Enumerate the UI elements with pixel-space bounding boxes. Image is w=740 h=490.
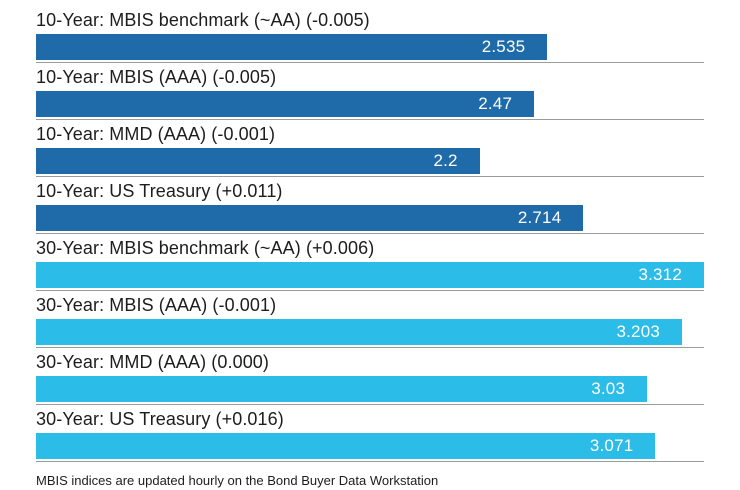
bar-label: 10-Year: MBIS benchmark (~AA) (-0.005) [36,10,370,30]
chart-row: 10-Year: MMD (AAA) (-0.001) 2.2 [36,122,704,177]
chart-row: 10-Year: MBIS benchmark (~AA) (-0.005) 2.… [36,8,704,63]
chart-row: 30-Year: MBIS benchmark (~AA) (+0.006) 3.… [36,236,704,291]
bar: 2.47 [36,91,535,117]
bar: 2.2 [36,148,480,174]
bar-track: 2.714 [36,205,704,234]
chart-rows: 10-Year: MBIS benchmark (~AA) (-0.005) 2.… [36,8,704,462]
bar-track: 2.2 [36,148,704,177]
bar-track: 2.535 [36,34,704,63]
chart-row: 10-Year: US Treasury (+0.011) 2.714 [36,179,704,234]
bar-label: 10-Year: MMD (AAA) (-0.001) [36,124,276,144]
bar-label: 30-Year: MMD (AAA) (0.000) [36,352,270,372]
chart-row: 30-Year: US Treasury (+0.016) 3.071 [36,407,704,462]
bar: 3.071 [36,433,656,459]
bond-yield-bar-chart: 10-Year: MBIS benchmark (~AA) (-0.005) 2.… [36,8,704,462]
bar-label: 10-Year: MBIS (AAA) (-0.005) [36,67,277,87]
bar: 2.535 [36,34,548,60]
bar-track: 3.03 [36,376,704,405]
bar-track: 2.47 [36,91,704,120]
chart-row: 30-Year: MMD (AAA) (0.000) 3.03 [36,350,704,405]
bar-track: 3.071 [36,433,704,462]
bar: 3.03 [36,376,648,402]
bar-value: 2.535 [481,37,526,56]
chart-row: 30-Year: MBIS (AAA) (-0.001) 3.203 [36,293,704,348]
footnote: MBIS indices are updated hourly on the B… [36,473,439,488]
bar-value: 2.2 [433,151,458,170]
bar-label: 30-Year: MBIS (AAA) (-0.001) [36,295,277,315]
bar-value: 3.03 [591,379,626,398]
bar-track: 3.203 [36,319,704,348]
bar-label: 10-Year: US Treasury (+0.011) [36,181,283,201]
bar-label: 30-Year: MBIS benchmark (~AA) (+0.006) [36,238,375,258]
bar: 3.203 [36,319,683,345]
bar-value: 3.203 [616,322,661,341]
chart-row: 10-Year: MBIS (AAA) (-0.005) 2.47 [36,65,704,120]
bar-track: 3.312 [36,262,704,291]
bar: 3.312 [36,262,704,288]
bar: 2.714 [36,205,584,231]
bar-value: 2.714 [517,208,562,227]
bar-value: 3.071 [589,436,634,455]
bar-label: 30-Year: US Treasury (+0.016) [36,409,284,429]
bar-value: 3.312 [638,265,682,284]
bar-value: 2.47 [478,94,513,113]
